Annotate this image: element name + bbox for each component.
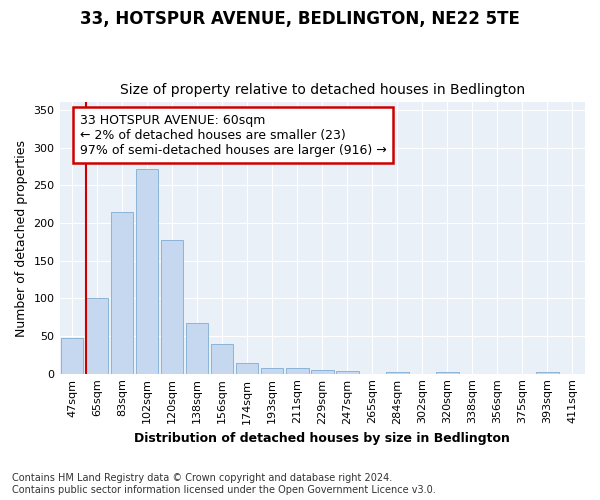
Bar (136, 168, 158, 374)
Bar (111, 212, 133, 374)
Bar (386, 372, 409, 374)
Y-axis label: Number of detached properties: Number of detached properties (15, 140, 28, 336)
Bar (186, 323, 208, 374)
Bar (311, 370, 334, 374)
Bar (436, 372, 458, 374)
Title: Size of property relative to detached houses in Bedlington: Size of property relative to detached ho… (120, 83, 525, 97)
Bar (211, 344, 233, 374)
Bar (161, 240, 184, 374)
Bar (236, 363, 259, 374)
Text: Contains HM Land Registry data © Crown copyright and database right 2024.
Contai: Contains HM Land Registry data © Crown c… (12, 474, 436, 495)
Bar (261, 368, 283, 374)
Bar (336, 370, 359, 374)
Text: 33, HOTSPUR AVENUE, BEDLINGTON, NE22 5TE: 33, HOTSPUR AVENUE, BEDLINGTON, NE22 5TE (80, 10, 520, 28)
Bar (86, 298, 109, 374)
Text: 33 HOTSPUR AVENUE: 60sqm
← 2% of detached houses are smaller (23)
97% of semi-de: 33 HOTSPUR AVENUE: 60sqm ← 2% of detache… (80, 114, 386, 156)
X-axis label: Distribution of detached houses by size in Bedlington: Distribution of detached houses by size … (134, 432, 510, 445)
Bar (286, 368, 308, 374)
Bar (536, 372, 559, 374)
Bar (61, 338, 83, 374)
